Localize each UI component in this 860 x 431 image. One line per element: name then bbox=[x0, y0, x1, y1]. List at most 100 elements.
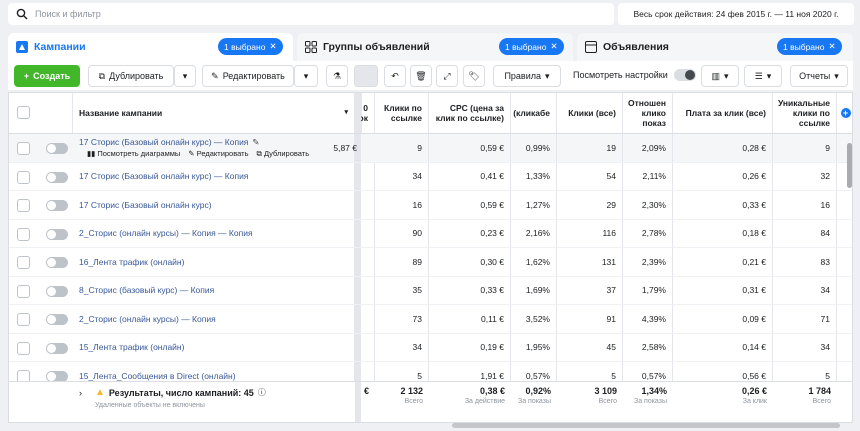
campaign-status-toggle[interactable] bbox=[46, 371, 68, 382]
close-icon[interactable]: ✕ bbox=[550, 41, 558, 51]
header-cpc[interactable]: CPC (цена за клик по ссылке) bbox=[429, 93, 511, 133]
header-cost-per-click[interactable]: Плата за клик (все) bbox=[673, 93, 773, 133]
row-checkbox[interactable] bbox=[17, 284, 30, 298]
row-checkbox[interactable] bbox=[17, 256, 30, 269]
footer-expand-icon[interactable]: › bbox=[79, 388, 82, 398]
campaign-status-toggle[interactable] bbox=[46, 171, 68, 183]
preview-button[interactable]: ⤢ bbox=[436, 65, 458, 87]
frozen-divider[interactable] bbox=[355, 93, 362, 133]
campaign-name-cell[interactable]: 15_Лента_Сообщения в Direct (онлайн) bbox=[73, 362, 355, 390]
duplicate-action[interactable]: ⧉ Дублировать bbox=[256, 149, 309, 159]
campaign-name-cell[interactable]: 17 Сторис (Базовый онлайн курс) — Копия bbox=[73, 162, 355, 190]
close-icon[interactable]: ✕ bbox=[828, 41, 836, 51]
table-row[interactable]: 8_Сторис (базовый курс) — Копия 35 0,33 € 1… bbox=[9, 276, 852, 305]
table-row[interactable]: 2_Сторис (онлайн курсы) — Копия 73 0,11 € 3… bbox=[9, 305, 852, 334]
campaign-name-link[interactable]: 17 Сторис (Базовый онлайн курс) — Копия bbox=[79, 137, 249, 147]
row-checkbox[interactable] bbox=[17, 313, 30, 326]
view-charts-action[interactable]: ▮▮ Посмотреть диаграммы bbox=[87, 149, 180, 159]
campaign-name-cell[interactable]: 17 Сторис (Базовый онлайн курс) — Копия ✎ bbox=[73, 134, 355, 162]
table-row[interactable]: 17 Сторис (Базовый онлайн курс) — Копия ✎… bbox=[9, 134, 852, 163]
undo-button[interactable]: ↶ bbox=[384, 65, 406, 87]
table-row[interactable]: 17 Сторис (Базовый онлайн курс) — Копия 3… bbox=[9, 162, 852, 191]
header-partial-label: 0ок bbox=[361, 103, 368, 123]
pencil-icon[interactable]: ✎ bbox=[252, 137, 260, 147]
columns-button[interactable]: ▥ ▾ bbox=[701, 65, 739, 87]
header-ratio[interactable]: Отношен клико показ bbox=[623, 93, 673, 133]
header-clicks-all[interactable]: Клики (все) bbox=[557, 93, 623, 133]
campaigns-selected-pill[interactable]: 1 выбрано ✕ bbox=[218, 38, 283, 55]
campaign-status-toggle[interactable] bbox=[46, 342, 68, 354]
campaign-status-toggle[interactable] bbox=[46, 257, 68, 268]
campaign-status-toggle[interactable] bbox=[46, 285, 68, 297]
cell-unique-value: 5 bbox=[825, 370, 830, 381]
footer-cost-sub: За клик bbox=[742, 398, 767, 405]
campaign-name-link[interactable]: 17 Сторис (Базовый онлайн курс) bbox=[79, 199, 212, 210]
campaign-name-cell[interactable]: 8_Сторис (базовый курс) — Копия bbox=[73, 276, 355, 304]
tag-button[interactable]: 🏷 bbox=[463, 65, 485, 87]
edit-dropdown[interactable]: ▾ bbox=[294, 65, 318, 87]
header-link-clicks[interactable]: Клики по ссылке bbox=[375, 93, 429, 133]
vertical-scrollbar[interactable] bbox=[847, 143, 852, 188]
row-checkbox[interactable] bbox=[17, 341, 30, 355]
disabled-button[interactable] bbox=[354, 65, 378, 87]
footer-link-clicks-value: 2 132 bbox=[400, 386, 423, 396]
tab-campaigns[interactable]: Кампании 1 выбрано ✕ bbox=[8, 33, 293, 61]
header-unique-clicks[interactable]: Уникальные клики по ссылке bbox=[773, 93, 837, 133]
duplicate-dropdown[interactable]: ▾ bbox=[174, 65, 196, 87]
cell-unique: 34 bbox=[773, 276, 837, 304]
cell-link-clicks-value: 34 bbox=[412, 342, 422, 353]
campaign-status-toggle[interactable] bbox=[46, 228, 68, 240]
reports-button[interactable]: Отчеты ▾ bbox=[790, 65, 848, 87]
tab-adsets[interactable]: Группы объявлений 1 выбрано ✕ bbox=[297, 33, 573, 61]
add-column-button[interactable]: + bbox=[837, 93, 852, 133]
campaign-name-link[interactable]: 2_Сторис (онлайн курсы) — Копия bbox=[79, 313, 216, 324]
campaign-name-link[interactable]: 15_Лента_Сообщения в Direct (онлайн) bbox=[79, 370, 236, 381]
ads-selected-pill[interactable]: 1 выбрано ✕ bbox=[777, 38, 842, 55]
campaign-name-cell[interactable]: 16_Лента трафик (онлайн) bbox=[73, 248, 355, 276]
pill-label: 1 выбрано bbox=[224, 41, 266, 52]
adsets-selected-pill[interactable]: 1 выбрано ✕ bbox=[499, 38, 564, 55]
cell-partial bbox=[361, 191, 375, 219]
row-checkbox[interactable] bbox=[17, 227, 30, 241]
row-checkbox[interactable] bbox=[17, 170, 30, 184]
breakdown-button[interactable]: ☰ ▾ bbox=[744, 65, 782, 87]
campaign-status-toggle[interactable] bbox=[46, 314, 68, 325]
campaign-status-toggle[interactable] bbox=[46, 143, 68, 154]
edit-button[interactable]: ✎ Редактировать bbox=[202, 65, 294, 87]
close-icon[interactable]: ✕ bbox=[269, 41, 277, 51]
campaign-name-link[interactable]: 15_Лента трафик (онлайн) bbox=[79, 342, 185, 353]
edit-action[interactable]: ✎ Редактировать bbox=[188, 149, 248, 159]
table-row[interactable]: 17 Сторис (Базовый онлайн курс) 16 0,59 € 1… bbox=[9, 191, 852, 220]
campaign-status-toggle[interactable] bbox=[46, 200, 68, 211]
campaign-name-cell[interactable]: 15_Лента трафик (онлайн) bbox=[73, 333, 355, 361]
header-ctr[interactable]: (кликабе bbox=[511, 93, 557, 133]
table-row[interactable]: 2_Сторис (онлайн курсы) — Копия — Копия 9… bbox=[9, 219, 852, 248]
search-bar[interactable]: Поиск и фильтр bbox=[8, 3, 614, 25]
ab-test-button[interactable]: ⚗ bbox=[326, 65, 348, 87]
tab-adsets-label: Группы объявлений bbox=[323, 41, 430, 53]
header-cpc-label: CPC (цена за клик по ссылке) bbox=[435, 103, 504, 123]
campaign-name-cell[interactable]: 17 Сторис (Базовый онлайн курс) bbox=[73, 191, 355, 219]
campaign-name-link[interactable]: 2_Сторис (онлайн курсы) — Копия — Копия bbox=[79, 228, 253, 239]
campaign-name-cell[interactable]: 2_Сторис (онлайн курсы) — Копия bbox=[73, 305, 355, 333]
delete-button[interactable]: 🗑 bbox=[410, 65, 432, 87]
view-settings-toggle[interactable] bbox=[673, 69, 696, 81]
date-range-picker[interactable]: Весь срок действия: 24 фев 2015 г. — 11 … bbox=[618, 3, 854, 25]
header-name[interactable]: Название кампании ▾ bbox=[73, 93, 355, 133]
campaign-name-link[interactable]: 8_Сторис (базовый курс) — Копия bbox=[79, 285, 215, 296]
table-row[interactable]: 16_Лента трафик (онлайн) 89 0,30 € 1,62% 131… bbox=[9, 248, 852, 277]
duplicate-button[interactable]: ⧉ Дублировать bbox=[88, 65, 174, 87]
select-all-checkbox[interactable] bbox=[17, 106, 30, 119]
breakdown-icon: ☰ bbox=[754, 70, 763, 81]
row-checkbox[interactable] bbox=[17, 142, 30, 155]
campaign-name-link[interactable]: 16_Лента трафик (онлайн) bbox=[79, 256, 185, 267]
rules-dropdown[interactable]: Правила ▾ bbox=[493, 65, 561, 87]
view-settings[interactable]: Посмотреть настройки bbox=[573, 69, 696, 81]
horizontal-scrollbar[interactable] bbox=[452, 423, 840, 428]
create-button[interactable]: + Создать bbox=[14, 65, 80, 87]
campaign-name-cell[interactable]: 2_Сторис (онлайн курсы) — Копия — Копия bbox=[73, 219, 355, 247]
tab-ads[interactable]: Объявления 1 выбрано ✕ bbox=[577, 33, 853, 61]
table-row[interactable]: 15_Лента трафик (онлайн) 34 0,19 € 1,95% 45 2… bbox=[9, 333, 852, 362]
row-checkbox[interactable] bbox=[17, 199, 30, 212]
campaign-name-link[interactable]: 17 Сторис (Базовый онлайн курс) — Копия bbox=[79, 171, 249, 182]
